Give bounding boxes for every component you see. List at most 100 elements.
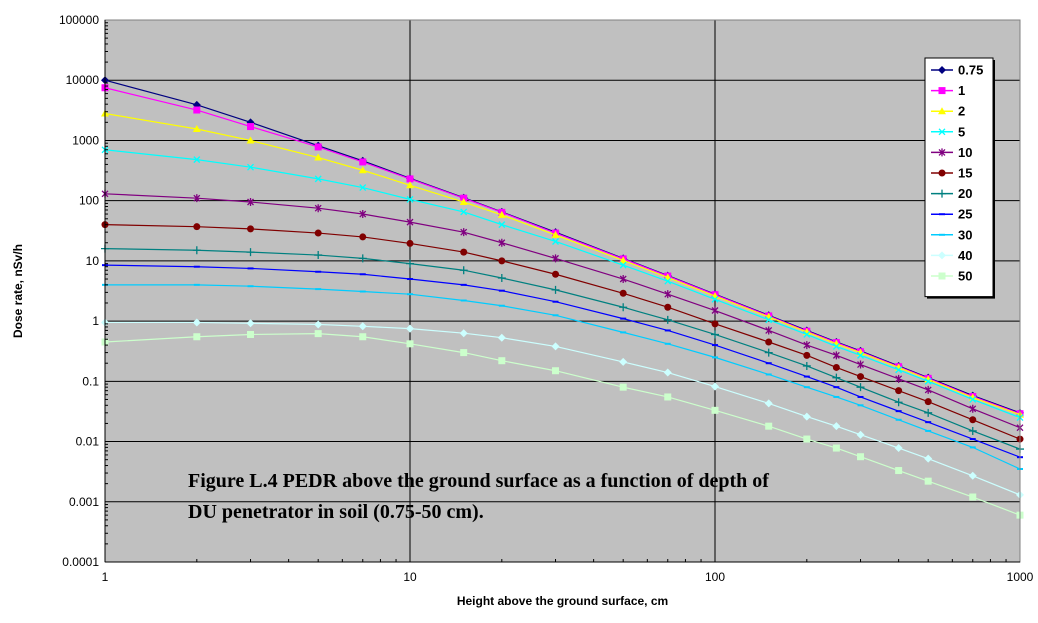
data-point <box>895 387 903 395</box>
data-point <box>857 351 864 359</box>
data-point <box>619 357 628 366</box>
data-point <box>664 393 672 401</box>
plot-area <box>105 20 1020 562</box>
x-axis-title: Height above the ground surface, cm <box>457 594 668 608</box>
data-point <box>711 295 719 303</box>
data-point <box>619 303 628 312</box>
y-tick-label: 0.1 <box>82 374 99 388</box>
data-point <box>765 338 773 346</box>
data-point <box>246 136 255 144</box>
legend-entry: 10 <box>931 145 972 160</box>
data-point <box>246 248 255 257</box>
data-point <box>460 228 468 237</box>
data-point <box>552 367 560 375</box>
data-point <box>803 435 811 443</box>
y-tick-label: 1 <box>92 314 99 328</box>
data-point <box>619 289 627 297</box>
legend-label: 50 <box>958 269 972 284</box>
data-point <box>895 467 903 475</box>
legend-marker <box>938 272 946 280</box>
series-line <box>104 87 1021 415</box>
y-tick-label: 100 <box>79 194 99 208</box>
data-point <box>832 363 840 371</box>
y-tick-label: 10 <box>86 254 100 268</box>
data-point <box>711 306 719 315</box>
data-point <box>359 158 367 166</box>
legend-marker <box>938 189 946 198</box>
plot-background <box>105 20 1020 562</box>
series-10 <box>101 189 1024 432</box>
data-point <box>193 106 201 114</box>
data-point <box>664 290 672 299</box>
series-25 <box>102 264 1023 459</box>
series-20 <box>101 244 1024 454</box>
data-point <box>497 273 506 282</box>
legend-box <box>924 57 994 298</box>
data-point <box>894 398 903 407</box>
data-point <box>856 430 865 439</box>
x-tick-label: 10 <box>403 570 417 584</box>
data-point <box>551 230 560 238</box>
data-point <box>192 124 201 132</box>
data-point <box>246 319 255 328</box>
y-tick-label: 10000 <box>66 73 100 87</box>
data-point <box>764 399 773 408</box>
legend-entry: 20 <box>931 186 972 201</box>
data-point <box>247 330 255 338</box>
data-point <box>406 195 414 203</box>
legend-entry: 25 <box>931 207 972 222</box>
data-point <box>359 233 367 241</box>
y-axis-title: Dose rate, nSv/h <box>11 244 25 338</box>
series-line <box>104 193 1021 429</box>
data-point <box>552 238 559 245</box>
series-line <box>105 321 1021 496</box>
series-5 <box>101 146 1024 422</box>
data-point <box>924 398 932 406</box>
data-point <box>968 426 977 435</box>
data-point <box>857 373 865 381</box>
series-line <box>105 284 1021 470</box>
legend-label: 15 <box>958 166 972 181</box>
data-point <box>498 238 506 247</box>
data-point <box>551 285 560 294</box>
data-point <box>711 382 719 391</box>
data-point <box>895 366 903 374</box>
data-point <box>832 342 840 350</box>
legend-label: 10 <box>958 145 972 160</box>
data-point <box>406 175 414 183</box>
data-point <box>314 320 323 329</box>
data-point <box>857 453 865 461</box>
data-point <box>802 412 811 421</box>
data-point <box>247 225 255 233</box>
legend-label: 0.75 <box>958 63 983 78</box>
legend-marker <box>938 107 946 115</box>
data-point <box>193 194 201 203</box>
data-point <box>968 471 977 480</box>
y-tick-label: 0.001 <box>69 495 99 509</box>
data-point <box>619 275 627 284</box>
data-point <box>247 198 254 207</box>
data-point <box>406 259 414 268</box>
data-point <box>314 204 322 213</box>
data-point <box>711 320 719 328</box>
data-point <box>619 256 628 264</box>
data-point <box>765 316 773 324</box>
data-point <box>856 383 865 392</box>
series-30 <box>102 283 1023 471</box>
y-tick-label: 1000 <box>72 133 99 147</box>
legend-label: 40 <box>958 248 972 263</box>
data-point <box>832 422 841 431</box>
legend-marker <box>938 251 946 260</box>
data-point <box>711 330 719 339</box>
data-point <box>460 349 468 357</box>
legend-label: 20 <box>958 186 972 201</box>
data-point <box>803 341 811 350</box>
data-point <box>359 184 367 192</box>
data-point <box>459 266 468 275</box>
data-point <box>832 444 840 452</box>
x-tick-label: 1000 <box>1007 570 1034 584</box>
data-point <box>498 357 506 365</box>
data-point <box>924 408 933 417</box>
data-point <box>314 251 323 260</box>
